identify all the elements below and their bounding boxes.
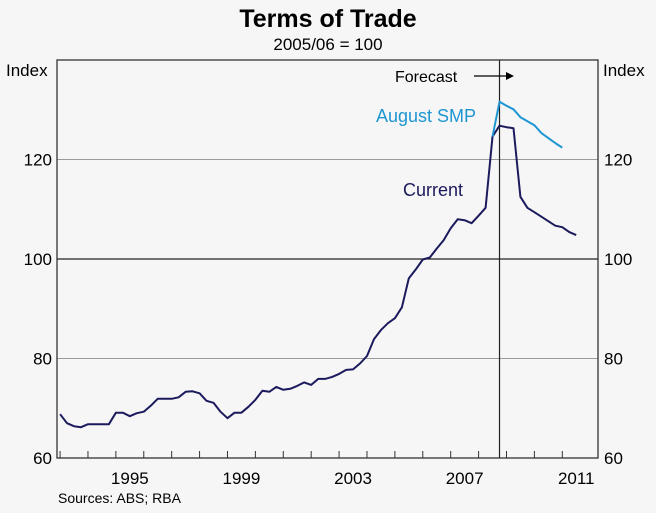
y-tick-label-left-60: 60 [33, 449, 52, 468]
y-tick-label-right-120: 120 [604, 151, 632, 170]
x-tick-label-1999: 1999 [223, 469, 261, 488]
y-tick-label-right-80: 80 [604, 350, 623, 369]
series-label-august-smp: August SMP [376, 106, 476, 126]
source-note: Sources: ABS; RBA [58, 490, 182, 506]
y-tick-label-left-120: 120 [24, 151, 52, 170]
forecast-arrow-icon [474, 72, 514, 80]
x-tick-label-2011: 2011 [558, 469, 595, 488]
chart-subtitle: 2005/06 = 100 [273, 35, 382, 54]
x-tick-label-2003: 2003 [334, 469, 372, 488]
y-axis-label-left: Index [6, 61, 48, 80]
series-line-august-smp [491, 100, 563, 149]
x-tick-label-2007: 2007 [446, 469, 484, 488]
y-axis-label-right: Index [603, 61, 645, 80]
plot-frame [56, 59, 599, 459]
series-line-current [59, 124, 577, 429]
y-tick-label-left-100: 100 [24, 250, 52, 269]
series-label-current: Current [403, 180, 463, 200]
x-tick-label-1995: 1995 [111, 469, 149, 488]
y-tick-label-left-80: 80 [33, 350, 52, 369]
y-tick-label-right-60: 60 [604, 449, 623, 468]
chart-title: Terms of Trade [239, 5, 416, 33]
y-tick-label-right-100: 100 [604, 250, 632, 269]
forecast-label: Forecast [395, 69, 458, 86]
